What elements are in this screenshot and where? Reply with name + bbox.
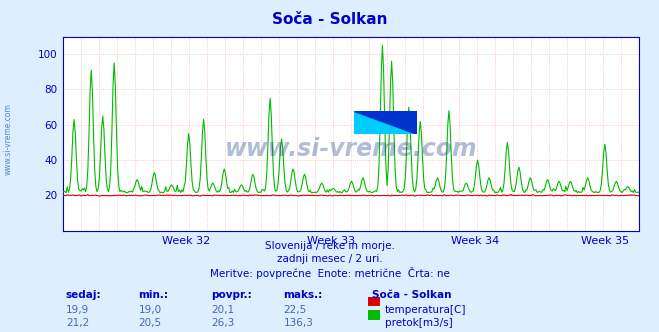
Text: Soča - Solkan: Soča - Solkan	[272, 12, 387, 27]
Text: pretok[m3/s]: pretok[m3/s]	[385, 318, 453, 328]
Text: 20,1: 20,1	[211, 305, 234, 315]
Text: www.si-vreme.com: www.si-vreme.com	[3, 104, 13, 175]
Text: povpr.:: povpr.:	[211, 290, 252, 300]
Text: sedaj:: sedaj:	[66, 290, 101, 300]
Polygon shape	[354, 111, 416, 134]
Text: 19,0: 19,0	[138, 305, 161, 315]
Text: Soča - Solkan: Soča - Solkan	[372, 290, 452, 300]
Text: 22,5: 22,5	[283, 305, 306, 315]
Text: min.:: min.:	[138, 290, 169, 300]
Text: 26,3: 26,3	[211, 318, 234, 328]
Text: Slovenija / reke in morje.: Slovenija / reke in morje.	[264, 241, 395, 251]
Text: maks.:: maks.:	[283, 290, 323, 300]
Text: temperatura[C]: temperatura[C]	[385, 305, 467, 315]
Polygon shape	[354, 111, 416, 134]
Text: www.si-vreme.com: www.si-vreme.com	[225, 137, 477, 161]
Text: zadnji mesec / 2 uri.: zadnji mesec / 2 uri.	[277, 254, 382, 264]
Text: 136,3: 136,3	[283, 318, 313, 328]
Text: 21,2: 21,2	[66, 318, 89, 328]
Text: Meritve: povprečne  Enote: metrične  Črta: ne: Meritve: povprečne Enote: metrične Črta:…	[210, 267, 449, 279]
Text: 19,9: 19,9	[66, 305, 89, 315]
Text: 20,5: 20,5	[138, 318, 161, 328]
